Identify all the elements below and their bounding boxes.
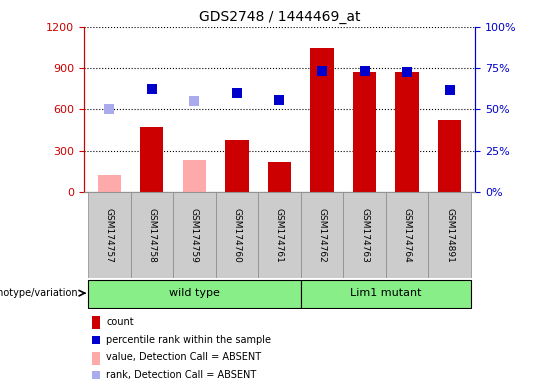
Bar: [98, 175, 121, 192]
Text: wild type: wild type: [169, 288, 220, 298]
Text: GSM174761: GSM174761: [275, 208, 284, 263]
Text: Lim1 mutant: Lim1 mutant: [350, 288, 422, 298]
Bar: [395, 72, 419, 192]
Text: count: count: [106, 317, 134, 327]
Bar: [183, 161, 206, 192]
Bar: [92, 316, 100, 329]
Bar: [215, 192, 258, 278]
Bar: [92, 352, 100, 364]
Bar: [386, 192, 428, 278]
Bar: [343, 192, 386, 278]
Text: genotype/variation: genotype/variation: [0, 288, 78, 298]
Text: rank, Detection Call = ABSENT: rank, Detection Call = ABSENT: [106, 370, 256, 380]
Text: percentile rank within the sample: percentile rank within the sample: [106, 335, 272, 345]
Bar: [88, 192, 131, 278]
Bar: [268, 162, 291, 192]
Text: GSM174757: GSM174757: [105, 208, 114, 263]
Text: GSM174762: GSM174762: [318, 208, 327, 263]
Text: GSM174891: GSM174891: [445, 208, 454, 263]
Bar: [353, 72, 376, 192]
Bar: [310, 48, 334, 192]
Bar: [258, 192, 301, 278]
Text: GSM174758: GSM174758: [147, 208, 156, 263]
Bar: [173, 192, 215, 278]
Text: GSM174763: GSM174763: [360, 208, 369, 263]
Text: GSM174760: GSM174760: [232, 208, 241, 263]
Bar: [88, 280, 301, 308]
Bar: [428, 192, 471, 278]
Bar: [131, 192, 173, 278]
Bar: [438, 121, 461, 192]
Bar: [225, 140, 248, 192]
Text: value, Detection Call = ABSENT: value, Detection Call = ABSENT: [106, 353, 261, 362]
Bar: [140, 127, 164, 192]
Bar: [301, 192, 343, 278]
Text: GSM174764: GSM174764: [403, 208, 411, 263]
Bar: [301, 280, 471, 308]
Title: GDS2748 / 1444469_at: GDS2748 / 1444469_at: [199, 10, 360, 25]
Text: GSM174759: GSM174759: [190, 208, 199, 263]
